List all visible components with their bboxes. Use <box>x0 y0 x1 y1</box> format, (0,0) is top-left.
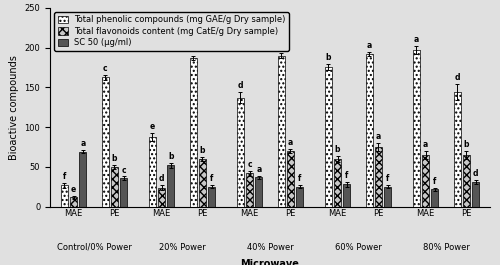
Bar <box>325 67 332 207</box>
Text: f: f <box>386 174 390 183</box>
Text: f: f <box>210 174 214 183</box>
Bar <box>256 177 262 207</box>
Bar <box>246 173 253 207</box>
Text: c: c <box>248 160 252 169</box>
Bar <box>149 137 156 207</box>
Bar <box>287 151 294 207</box>
Bar <box>432 189 438 207</box>
Bar <box>278 56 284 207</box>
Bar <box>463 155 470 207</box>
Bar <box>168 165 174 207</box>
Text: a: a <box>256 165 262 174</box>
Text: a: a <box>423 140 428 149</box>
Bar <box>422 155 429 207</box>
Legend: Total phenolic compounds (mg GAE/g Dry sample), Total flavonoids content (mg Cat: Total phenolic compounds (mg GAE/g Dry s… <box>54 12 289 51</box>
Text: d: d <box>473 170 478 179</box>
Bar <box>454 92 460 207</box>
Text: b: b <box>168 152 173 161</box>
Bar <box>334 159 341 207</box>
Text: a: a <box>376 132 381 141</box>
Bar <box>344 184 350 207</box>
Text: b: b <box>200 146 205 154</box>
Bar <box>61 185 68 207</box>
Bar <box>208 187 215 207</box>
Text: c: c <box>122 166 126 174</box>
Bar <box>237 98 244 207</box>
Text: 40% Power: 40% Power <box>246 243 294 252</box>
Bar <box>120 178 127 207</box>
Text: b: b <box>112 154 117 162</box>
Text: Microwave: Microwave <box>240 259 300 265</box>
Bar <box>366 54 372 207</box>
Text: a: a <box>278 42 284 51</box>
Text: a: a <box>414 35 419 44</box>
Bar <box>199 159 206 207</box>
Bar <box>111 167 118 207</box>
Bar <box>375 147 382 207</box>
Bar <box>70 197 77 207</box>
Text: Control/0% Power: Control/0% Power <box>56 243 132 252</box>
Text: a: a <box>190 45 196 54</box>
Bar <box>158 188 165 207</box>
Bar <box>472 182 479 207</box>
Text: 80% Power: 80% Power <box>422 243 470 252</box>
Bar <box>413 50 420 207</box>
Text: d: d <box>454 73 460 82</box>
Text: e: e <box>71 185 76 193</box>
Y-axis label: Bioactive compounds: Bioactive compounds <box>9 55 19 160</box>
Text: a: a <box>80 139 86 148</box>
Text: f: f <box>433 177 436 186</box>
Text: a: a <box>288 138 293 147</box>
Bar <box>80 152 86 207</box>
Bar <box>102 77 108 207</box>
Bar <box>384 187 391 207</box>
Text: c: c <box>103 64 108 73</box>
Bar <box>296 187 303 207</box>
Text: e: e <box>150 122 155 131</box>
Text: a: a <box>366 41 372 50</box>
Text: b: b <box>335 145 340 154</box>
Text: f: f <box>62 172 66 181</box>
Text: b: b <box>326 53 331 61</box>
Text: b: b <box>464 140 469 149</box>
Text: f: f <box>345 171 348 180</box>
Bar <box>190 58 196 207</box>
Text: 60% Power: 60% Power <box>334 243 382 252</box>
Text: 20% Power: 20% Power <box>158 243 206 252</box>
Text: d: d <box>159 174 164 183</box>
Text: d: d <box>238 81 243 90</box>
Text: f: f <box>298 174 302 183</box>
